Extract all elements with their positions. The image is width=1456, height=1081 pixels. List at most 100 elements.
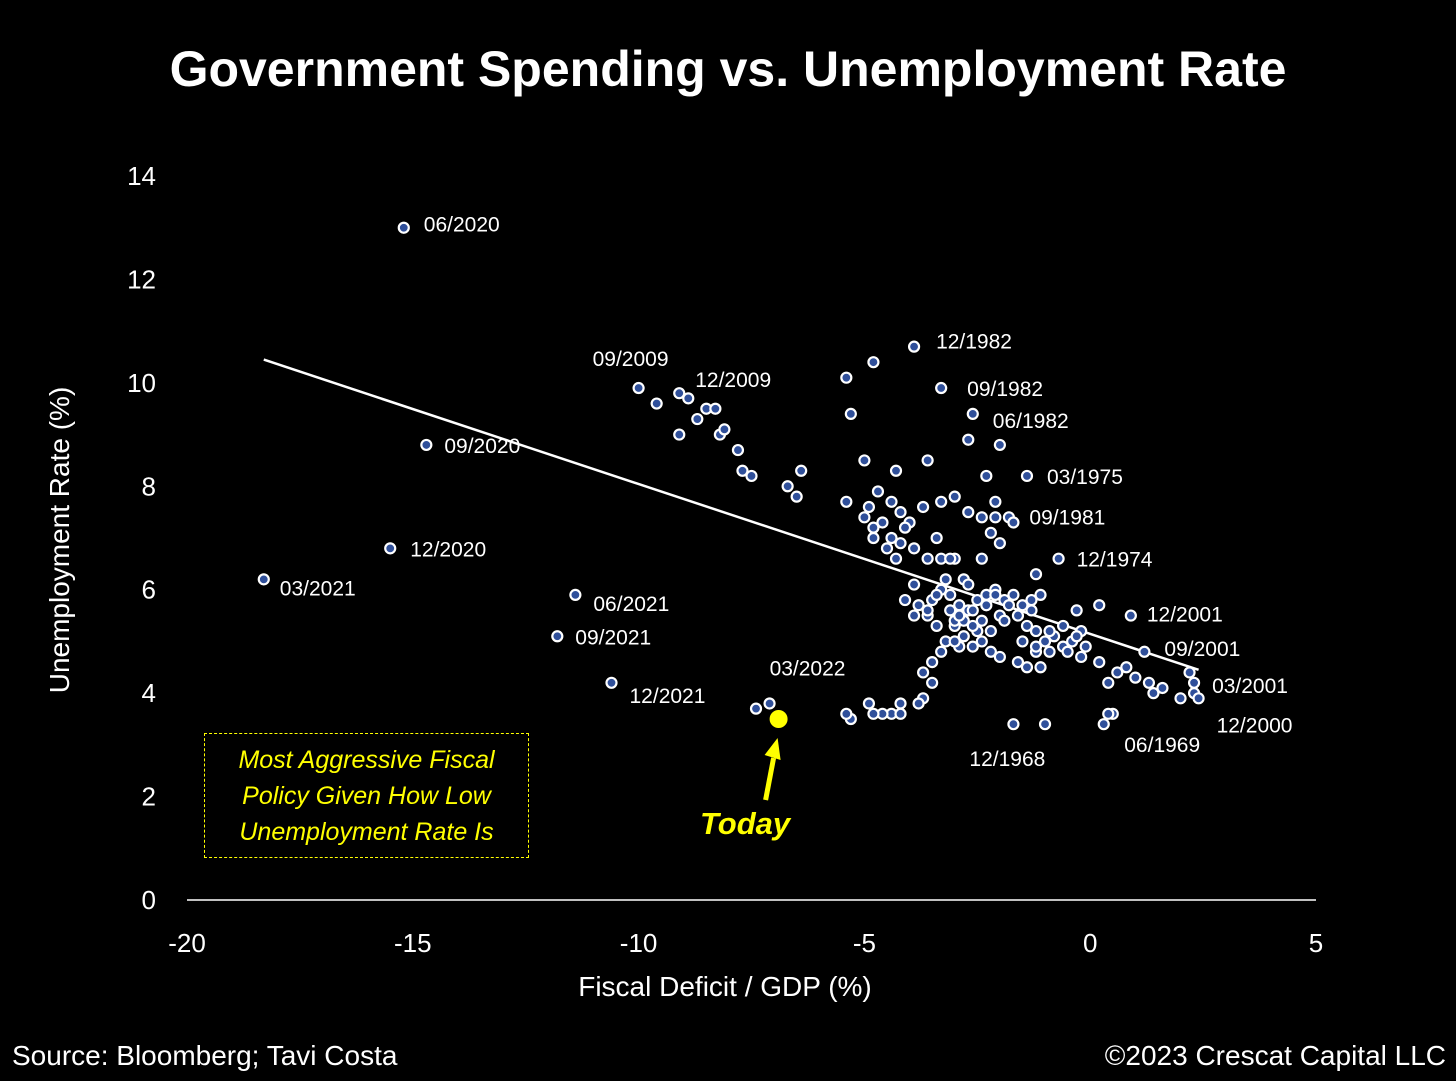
point-label: 09/1981 <box>1029 506 1105 529</box>
point-label: 06/2021 <box>593 593 669 616</box>
data-point <box>993 650 1006 664</box>
data-point <box>962 506 975 519</box>
data-point <box>966 640 979 653</box>
data-point <box>840 371 853 384</box>
data-point <box>1016 635 1029 648</box>
data-point <box>962 433 975 446</box>
point-label: 12/1968 <box>969 748 1045 771</box>
data-point <box>939 573 952 586</box>
data-point <box>907 542 921 555</box>
data-point <box>989 511 1002 524</box>
data-point <box>975 614 988 627</box>
callout-line-2: Policy Given How Low <box>242 782 491 810</box>
data-point <box>840 707 853 720</box>
callout-line-3: Unemployment Rate Is <box>239 818 494 846</box>
data-point <box>718 423 731 436</box>
labeled-data-point <box>1102 707 1115 720</box>
labeled-data-point <box>935 381 948 395</box>
y-tick-label: 2 <box>142 782 156 812</box>
data-point <box>1034 588 1047 601</box>
data-point <box>930 619 943 633</box>
data-point <box>1120 661 1133 674</box>
y-tick-label: 12 <box>127 264 156 294</box>
data-point <box>889 464 903 477</box>
data-point <box>894 506 907 519</box>
data-point <box>1102 676 1115 689</box>
data-point <box>993 438 1006 452</box>
point-label: 09/2009 <box>593 348 669 371</box>
labeled-data-point <box>1007 516 1020 529</box>
data-point <box>921 552 934 565</box>
point-label: 03/2021 <box>280 577 356 600</box>
data-point <box>998 614 1011 627</box>
y-tick-label: 6 <box>142 575 156 605</box>
data-point <box>907 578 921 591</box>
x-tick-label: -5 <box>853 928 876 958</box>
point-label: 12/2001 <box>1147 604 1223 627</box>
data-point <box>1020 661 1034 674</box>
data-point <box>858 454 871 467</box>
data-point <box>876 516 889 529</box>
data-point <box>948 635 961 648</box>
data-point <box>1129 671 1142 684</box>
data-point <box>867 707 880 720</box>
data-point <box>889 552 903 565</box>
data-point <box>948 490 961 503</box>
data-point <box>1025 604 1038 617</box>
data-point <box>1011 656 1025 669</box>
data-point <box>921 454 934 467</box>
labeled-data-point <box>551 630 564 643</box>
data-point <box>926 676 939 689</box>
today-arrow-head <box>764 738 781 760</box>
point-label: 12/2021 <box>630 685 706 708</box>
point-label: 12/1974 <box>1077 549 1153 572</box>
data-point <box>898 593 912 607</box>
data-point <box>1093 599 1106 612</box>
data-point <box>984 624 997 638</box>
labeled-data-point <box>966 407 979 420</box>
data-point <box>917 666 930 679</box>
data-point <box>880 542 894 555</box>
today-label: Today <box>700 806 791 841</box>
data-point <box>862 697 876 710</box>
y-axis-label: Unemployment Rate (%) <box>44 387 75 694</box>
data-point <box>966 604 979 617</box>
data-point <box>907 609 921 622</box>
point-label: 03/1975 <box>1047 466 1123 489</box>
trend-line <box>263 358 1199 672</box>
data-point <box>984 645 997 658</box>
callout-line-1: Most Aggressive Fiscal <box>238 746 495 774</box>
data-point <box>944 588 957 601</box>
data-point <box>1020 619 1034 633</box>
data-point <box>917 500 930 514</box>
data-point <box>673 428 686 441</box>
point-label: 12/2009 <box>695 369 771 392</box>
data-point <box>935 495 948 508</box>
point-label: 12/2000 <box>1217 714 1293 737</box>
data-point <box>930 531 943 545</box>
data-point <box>1147 687 1160 700</box>
point-label: 09/2021 <box>575 626 651 649</box>
data-point <box>1029 624 1043 638</box>
point-label: 06/1982 <box>993 410 1069 433</box>
data-point <box>944 552 957 565</box>
data-point <box>1075 650 1088 664</box>
data-point <box>944 604 957 617</box>
data-point <box>1097 718 1110 731</box>
data-point <box>926 656 939 669</box>
data-point <box>971 593 984 607</box>
x-axis-label: Fiscal Deficit / GDP (%) <box>578 971 872 1002</box>
data-point <box>871 485 885 498</box>
point-label: 06/1969 <box>1124 734 1200 757</box>
data-point <box>993 537 1006 550</box>
point-label: 03/2001 <box>1212 675 1288 698</box>
data-point <box>745 469 758 483</box>
x-tick-label: -10 <box>620 928 658 958</box>
data-point <box>790 490 803 503</box>
data-point <box>894 707 907 720</box>
labeled-data-point <box>1020 469 1034 483</box>
point-label: 06/2020 <box>424 214 500 237</box>
data-point <box>867 531 880 545</box>
data-point <box>795 464 808 477</box>
